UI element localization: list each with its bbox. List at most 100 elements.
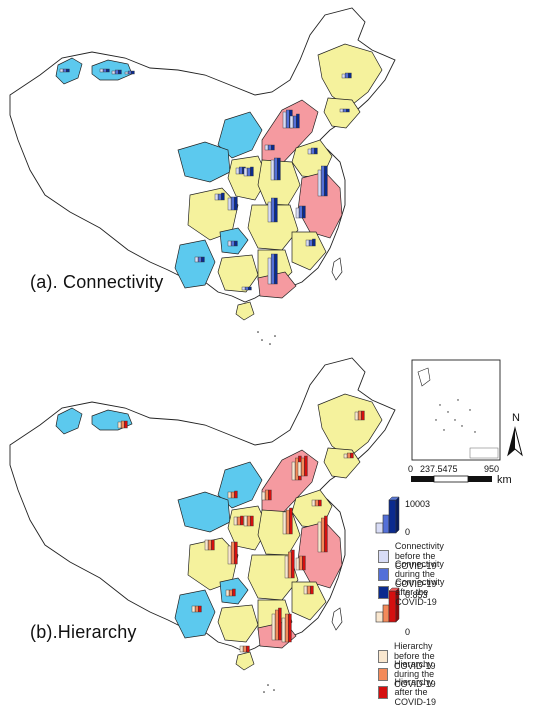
- connectivity-bar-22-0: [194, 256, 199, 263]
- connectivity-bar-5-1: [293, 115, 297, 129]
- connectivity-bar-6-2: [346, 108, 350, 113]
- region-b-xinjiang-west: [55, 407, 83, 435]
- legend-label: Hierarchy before the COVID-19: [394, 641, 436, 671]
- connectivity-bar-13-0: [317, 169, 322, 197]
- islands-a: [257, 331, 276, 345]
- legend-hierarchy-min: 0: [405, 627, 411, 637]
- hierarchy-bar-8-0: [311, 499, 316, 507]
- region-a-gansu: [217, 111, 263, 159]
- connectivity-bar-1-0: [99, 68, 104, 73]
- connectivity-bar-8-1: [268, 144, 272, 151]
- connectivity-bar-12-1: [311, 147, 315, 155]
- hierarchy-bar-0-1: [120, 420, 125, 429]
- connectivity-bar-8-0: [264, 144, 269, 151]
- scale-bar: [411, 475, 492, 483]
- hierarchy-bar-4-2: [234, 490, 238, 499]
- legend-connectivity-max: 10003: [405, 499, 431, 509]
- region-a-guangdong: [257, 271, 297, 299]
- scale-unit: km: [497, 474, 512, 486]
- legend-item-connectivity-after: Connectivity after the COVID-19: [378, 577, 455, 607]
- hierarchy-bar-0-0: [117, 421, 122, 429]
- connectivity-bar-14-1: [217, 193, 222, 201]
- region-b-heilongjiang: [317, 393, 383, 459]
- hierarchy-bar-8-2: [318, 499, 322, 507]
- legend-swatch: [378, 667, 389, 681]
- legend-swatch: [378, 685, 389, 699]
- legend-item-hierarchy-during: Hierarchy during the COVID-19: [378, 659, 445, 689]
- hierarchy-bar-19-2: [198, 605, 202, 613]
- legend-connectivity-min: 0: [405, 527, 411, 537]
- hierarchy-bar-20-2: [361, 410, 365, 421]
- connectivity-bar-3-1: [127, 70, 132, 75]
- hierarchy-bar-5-0: [233, 516, 238, 526]
- scale-tick-2: 950: [484, 464, 500, 474]
- connectivity-bar-0-0: [59, 68, 64, 73]
- hierarchy-bar-19-1: [194, 605, 199, 613]
- hierarchy-bar-1-0: [291, 461, 296, 481]
- connectivity-bar-20-0: [267, 257, 272, 285]
- bars-a: [59, 68, 352, 291]
- connectivity-bar-5-2: [296, 113, 300, 129]
- hierarchy-bar-7-1: [286, 509, 290, 535]
- hierarchy-bar-9-0: [317, 521, 322, 553]
- legend-item-hierarchy-after: Hierarchy after the COVID-19: [378, 677, 445, 707]
- connectivity-bar-4-0: [282, 111, 287, 129]
- connectivity-bar-11-0: [270, 159, 275, 181]
- region-b-guangxi: [217, 604, 259, 643]
- region-a-jilin: [323, 97, 361, 129]
- hierarchy-bar-9-2: [324, 515, 328, 553]
- connectivity-bar-7-0: [341, 73, 346, 79]
- panel-a-title: (a). Connectivity: [30, 272, 164, 292]
- connectivity-bar-7-2: [348, 72, 352, 79]
- connectivity-bar-4-1: [286, 109, 290, 129]
- connectivity-bar-1-2: [106, 68, 110, 73]
- hierarchy-bar-5-2: [240, 515, 244, 526]
- connectivity-bar-3-2: [131, 70, 135, 75]
- connectivity-bar-19-2: [312, 238, 316, 247]
- legend-label: Connectivity before the COVID-19: [394, 541, 444, 571]
- hierarchy-bar-21-2: [350, 452, 354, 459]
- connectivity-bar-14-2: [221, 192, 225, 201]
- hierarchy-bar-10-2: [211, 539, 215, 551]
- region-b-qinghai: [177, 491, 231, 533]
- hierarchy-bar-18-2: [246, 645, 250, 653]
- hierarchy-bar-0-2: [124, 420, 128, 429]
- connectivity-bar-16-2: [274, 197, 278, 223]
- hierarchy-bar-2-1: [301, 457, 305, 477]
- hierarchy-bar-6-1: [246, 515, 251, 527]
- legend-hierarchy-icon: [375, 587, 400, 623]
- hierarchy-bar-7-2: [289, 507, 293, 535]
- connectivity-bar-0-1: [63, 68, 67, 73]
- legend-swatch: [378, 649, 389, 663]
- south-china-sea-inset: [411, 359, 501, 461]
- hierarchy-bar-17-0: [281, 617, 286, 643]
- region-a-fujian: [291, 231, 327, 271]
- legend-hierarchy-max: 0.853: [405, 590, 428, 600]
- hierarchy-bar-10-0: [204, 539, 209, 551]
- connectivity-bar-15-0: [227, 197, 232, 211]
- hierarchy-bar-4-1: [230, 491, 235, 499]
- panel-b-map: [9, 357, 396, 693]
- hierarchy-bar-16-2: [278, 607, 282, 641]
- hierarchy-bar-17-1: [285, 613, 289, 643]
- hierarchy-bar-13-2: [302, 555, 306, 571]
- hierarchy-bar-7-0: [282, 511, 287, 535]
- hierarchy-bar-11-1: [230, 541, 235, 565]
- connectivity-bar-11-1: [274, 157, 278, 181]
- legend-connectivity-icon: [375, 496, 400, 534]
- connectivity-bar-18-2: [234, 240, 238, 247]
- hierarchy-bar-5-1: [236, 516, 241, 526]
- connectivity-bar-6-1: [343, 108, 347, 113]
- legend-swatch: [378, 567, 389, 581]
- connectivity-bar-2-1: [114, 69, 119, 75]
- hierarchy-bar-19-0: [191, 605, 196, 613]
- panel-a-map: [9, 7, 396, 345]
- connectivity-bar-18-0: [227, 240, 232, 247]
- north-label: N: [512, 412, 520, 424]
- connectivity-bar-9-1: [238, 166, 243, 175]
- legend-label: Hierarchy during the COVID-19: [394, 659, 436, 689]
- hierarchy-bar-12-0: [284, 555, 289, 579]
- connectivity-bar-10-1: [246, 167, 251, 177]
- connectivity-bar-11-2: [277, 157, 281, 181]
